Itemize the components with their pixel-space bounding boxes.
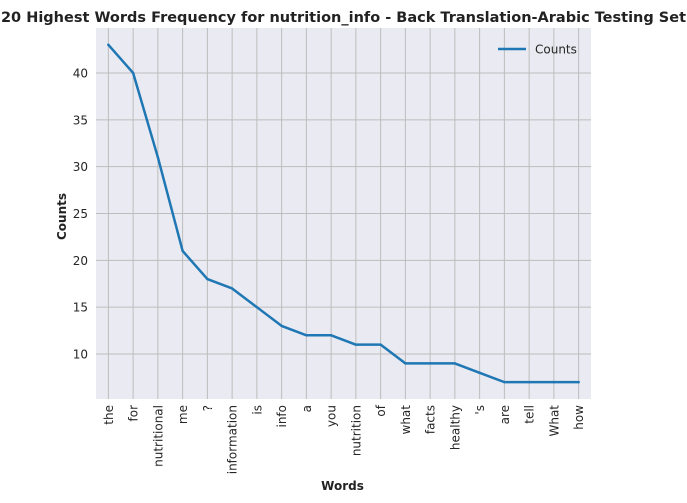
data-point — [478, 371, 481, 374]
y-tick-label: 10 — [73, 348, 88, 362]
x-tick-label: how — [572, 405, 586, 430]
x-tick-label: is — [250, 405, 264, 415]
data-point — [230, 287, 234, 290]
x-tick-label: ? — [201, 405, 215, 411]
data-point — [453, 362, 457, 365]
x-tick-label: facts — [424, 405, 438, 434]
data-point — [552, 380, 556, 384]
x-tick-label: information — [226, 405, 240, 474]
data-point — [527, 380, 531, 384]
x-tick-label: nutritional — [151, 405, 165, 467]
x-tick-label: nutrition — [349, 405, 363, 456]
data-point — [428, 362, 432, 365]
x-tick-label: are — [498, 405, 512, 424]
data-point — [255, 305, 259, 309]
data-point — [379, 343, 382, 346]
data-point — [280, 324, 283, 328]
data-point — [156, 156, 160, 159]
data-point — [404, 362, 407, 365]
y-tick-label: 25 — [73, 207, 88, 221]
x-axis-label: Words — [321, 479, 364, 493]
data-point — [305, 334, 308, 337]
y-tick-labels: 10 15 20 25 30 35 40 — [73, 66, 88, 361]
x-tick-label: of — [374, 404, 388, 416]
data-point — [131, 71, 135, 75]
x-tick-labels: the for nutritional me? information is info a yo… — [102, 404, 586, 474]
x-tick-label: a — [300, 405, 314, 412]
x-tick-label: healthy — [448, 405, 462, 450]
x-tick-label: for — [127, 405, 141, 422]
data-point — [181, 249, 184, 253]
y-tick-label: 20 — [73, 254, 88, 268]
data-point — [329, 334, 333, 337]
y-tick-label: 40 — [73, 66, 88, 80]
x-tick-label: info — [275, 405, 289, 428]
x-gridlines — [107, 28, 580, 399]
x-tick-label: me — [176, 405, 190, 424]
y-gridlines — [96, 72, 591, 355]
y-tick-label: 30 — [73, 160, 88, 174]
x-tick-label: 's — [473, 405, 487, 415]
x-tick-label: you — [325, 405, 339, 427]
data-point — [206, 277, 209, 281]
y-axis-label: Counts — [55, 193, 69, 240]
y-tick-label: 15 — [73, 301, 88, 315]
data-point — [107, 43, 110, 47]
x-tick-label: what — [399, 405, 413, 435]
data-point — [503, 380, 506, 384]
x-tick-label: the — [102, 405, 116, 425]
data-point — [354, 343, 358, 346]
series-counts — [107, 43, 580, 384]
x-tick-label: tell — [523, 405, 537, 424]
data-point — [577, 380, 580, 384]
y-tick-label: 35 — [73, 113, 88, 127]
x-tick-label: What — [547, 405, 561, 437]
series-line-counts — [107, 43, 580, 384]
legend-label-counts: Counts — [535, 43, 577, 57]
chart-title: 20 Highest Words Frequency for nutrition… — [1, 10, 686, 26]
legend: Counts — [498, 43, 577, 57]
